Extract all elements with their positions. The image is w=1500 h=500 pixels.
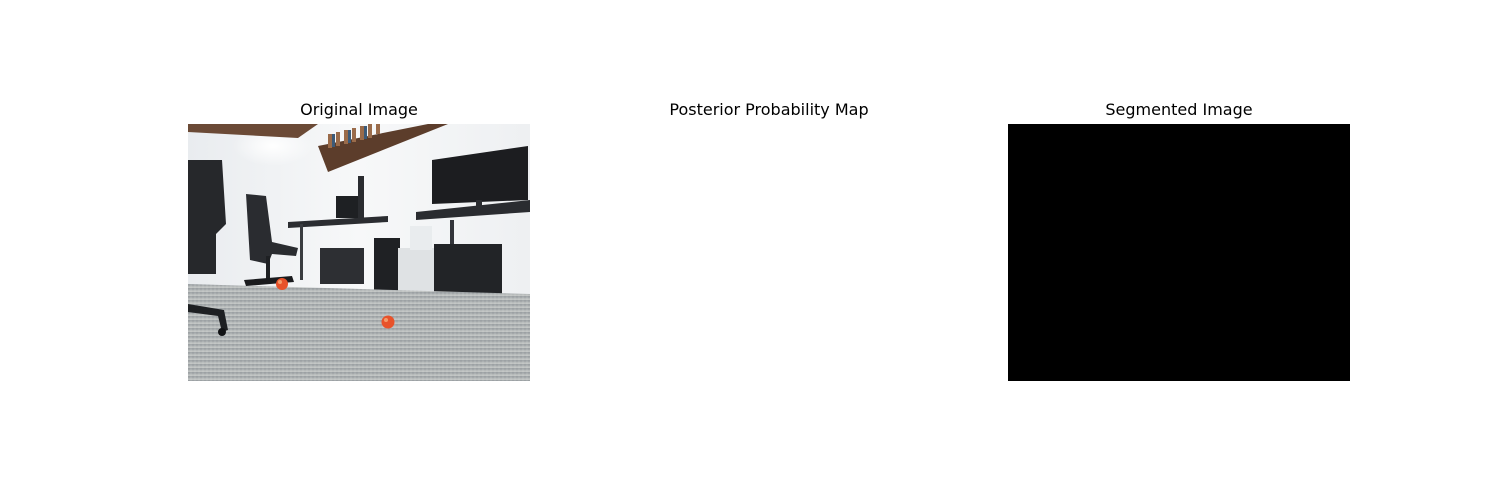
segmented-image xyxy=(1008,124,1350,381)
original-image xyxy=(188,124,530,381)
panel-title-segmented: Segmented Image xyxy=(1105,100,1253,119)
posterior-probability-map xyxy=(598,124,940,381)
panel-title-original: Original Image xyxy=(300,100,418,119)
panel-title-posterior: Posterior Probability Map xyxy=(669,100,869,119)
office-scene-photo xyxy=(188,124,530,381)
